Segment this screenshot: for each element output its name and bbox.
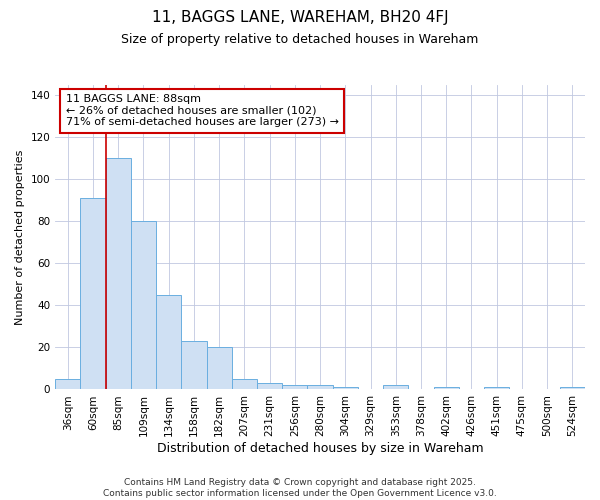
Bar (307, 386, 332, 390)
Bar (232, 379, 257, 390)
Bar (383, 386, 409, 390)
Bar (257, 383, 282, 390)
Bar (181, 341, 206, 390)
Bar (206, 348, 232, 390)
Text: 11, BAGGS LANE, WAREHAM, BH20 4FJ: 11, BAGGS LANE, WAREHAM, BH20 4FJ (152, 10, 448, 25)
Bar (106, 158, 131, 390)
Bar (484, 388, 509, 390)
Bar (560, 388, 585, 390)
Bar (434, 388, 459, 390)
Text: 11 BAGGS LANE: 88sqm
← 26% of detached houses are smaller (102)
71% of semi-deta: 11 BAGGS LANE: 88sqm ← 26% of detached h… (66, 94, 339, 128)
Bar (156, 295, 181, 390)
Bar (80, 198, 106, 390)
Text: Contains HM Land Registry data © Crown copyright and database right 2025.
Contai: Contains HM Land Registry data © Crown c… (103, 478, 497, 498)
Text: Size of property relative to detached houses in Wareham: Size of property relative to detached ho… (121, 32, 479, 46)
Bar (282, 386, 307, 390)
Y-axis label: Number of detached properties: Number of detached properties (15, 150, 25, 325)
X-axis label: Distribution of detached houses by size in Wareham: Distribution of detached houses by size … (157, 442, 484, 455)
Bar (55, 379, 80, 390)
Bar (131, 222, 156, 390)
Bar (332, 388, 358, 390)
